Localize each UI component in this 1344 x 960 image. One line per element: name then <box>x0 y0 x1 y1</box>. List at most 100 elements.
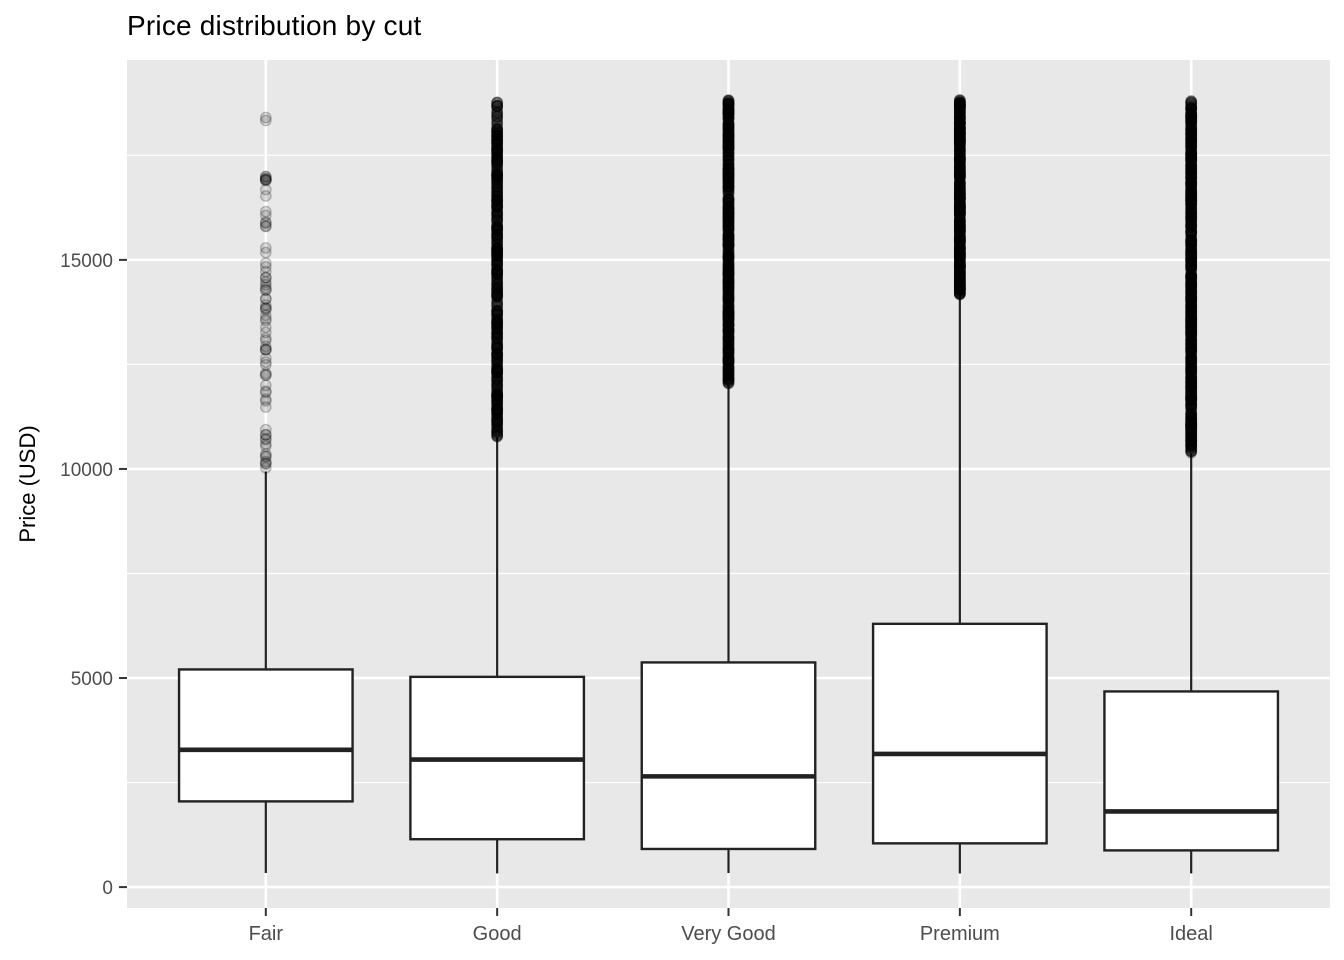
outlier-point <box>491 287 504 300</box>
outlier-point <box>491 379 504 392</box>
outlier-point <box>259 293 272 305</box>
outlier-point <box>491 275 504 288</box>
outlier-point <box>491 325 504 337</box>
outlier-point <box>491 332 504 345</box>
outlier-point <box>722 165 735 178</box>
outlier-point <box>491 409 504 421</box>
outlier-point <box>491 355 504 368</box>
outlier-point <box>491 199 504 212</box>
outlier-point <box>259 428 272 441</box>
outlier-point <box>491 156 504 169</box>
outlier-point <box>491 167 504 179</box>
outlier-point <box>491 316 504 329</box>
outlier-point <box>491 150 504 163</box>
outlier-point <box>491 341 504 354</box>
outlier-point <box>953 283 966 295</box>
outlier-point <box>491 196 504 209</box>
outlier-point <box>491 389 504 402</box>
outlier-point <box>491 193 504 206</box>
outlier-point <box>491 263 504 276</box>
outlier-point <box>491 330 504 343</box>
outlier-point <box>722 314 735 327</box>
outlier-point <box>491 138 504 151</box>
outlier-point <box>491 398 504 411</box>
outlier-point <box>259 461 272 474</box>
outlier-point <box>722 216 735 229</box>
outlier-point <box>491 403 504 416</box>
outlier-point <box>491 223 504 236</box>
outlier-point <box>491 267 504 280</box>
outlier-point <box>491 278 504 291</box>
outlier-point <box>491 364 504 376</box>
outlier-point <box>491 215 504 228</box>
outlier-point <box>491 224 504 237</box>
outlier-point <box>491 429 504 442</box>
outlier-point <box>722 268 735 281</box>
outlier-point <box>722 334 735 347</box>
outlier-point <box>491 133 504 146</box>
outlier-point <box>491 228 504 241</box>
outlier-point <box>491 424 504 437</box>
outlier-point <box>491 265 504 278</box>
iqr-box <box>871 622 1048 845</box>
outlier-point <box>491 271 504 284</box>
outlier-point <box>491 346 504 359</box>
outlier-point <box>259 432 272 445</box>
outlier-point <box>491 365 504 378</box>
outlier-point <box>259 220 272 233</box>
outlier-point <box>491 342 504 355</box>
outlier-point <box>491 228 504 241</box>
outlier-point <box>491 133 504 146</box>
x-tick-label-fair: Fair <box>249 923 284 945</box>
outlier-point <box>259 428 272 441</box>
outlier-point <box>491 191 504 204</box>
outlier-point <box>491 412 504 424</box>
outlier-point <box>722 168 735 181</box>
outlier-point <box>491 388 504 401</box>
outlier-point <box>722 139 735 152</box>
outlier-point <box>491 305 504 317</box>
outlier-point <box>491 270 504 283</box>
outlier-point <box>722 176 735 189</box>
outlier-point <box>491 238 504 250</box>
outlier-point <box>491 241 504 254</box>
outlier-point <box>491 174 504 187</box>
outlier-point <box>722 287 735 299</box>
outlier-point <box>259 450 272 463</box>
outlier-point <box>491 388 504 401</box>
outlier-point <box>491 411 504 424</box>
outlier-point <box>491 374 504 387</box>
outlier-point <box>722 145 735 158</box>
outlier-point <box>491 316 504 329</box>
outlier-point <box>491 205 504 218</box>
outlier-point <box>259 344 272 356</box>
outlier-point <box>722 220 735 233</box>
outlier-point <box>491 282 504 294</box>
outlier-point <box>491 338 504 351</box>
outlier-point <box>491 308 504 321</box>
outlier-point <box>491 199 504 212</box>
outlier-point <box>491 388 504 401</box>
outlier-point <box>491 177 504 190</box>
outlier-point <box>491 388 504 401</box>
outlier-point <box>722 137 735 150</box>
outlier-point <box>491 140 504 153</box>
outlier-point <box>491 265 504 278</box>
outlier-point <box>722 362 735 374</box>
outlier-point <box>722 251 735 264</box>
outlier-point <box>953 141 966 154</box>
outlier-point <box>491 115 504 127</box>
outlier-point <box>259 458 272 470</box>
outlier-point <box>491 137 504 150</box>
outlier-point <box>491 428 504 441</box>
outlier-point <box>491 157 504 170</box>
outlier-point <box>1185 419 1198 432</box>
outlier-point <box>491 351 504 364</box>
outlier-point <box>491 253 504 265</box>
outlier-point <box>491 326 504 339</box>
outlier-point <box>491 239 504 252</box>
outlier-point <box>722 237 735 250</box>
outlier-point <box>491 309 504 322</box>
outlier-point <box>491 149 504 162</box>
outlier-point <box>491 404 504 416</box>
